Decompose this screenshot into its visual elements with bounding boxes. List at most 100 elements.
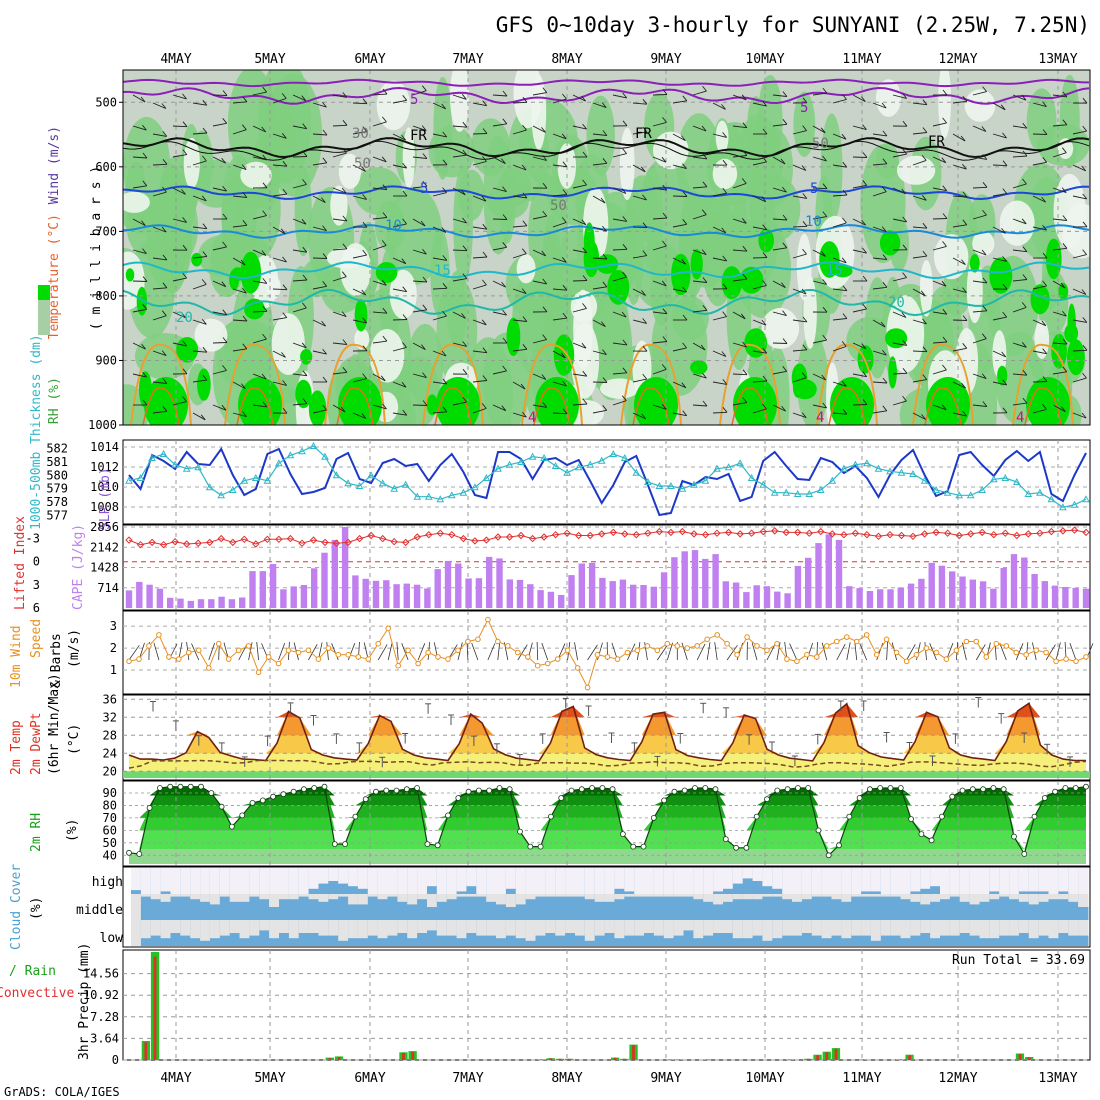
wind-barb-flag [842, 94, 847, 100]
rh-point [249, 800, 256, 806]
wind-barb-flag [960, 135, 966, 142]
precip-convective-bar [540, 1059, 543, 1060]
cloud-clear [407, 894, 418, 905]
cloud-cell [1068, 894, 1079, 920]
cloud-clear [288, 894, 300, 900]
thickness-point [713, 464, 721, 472]
wind-barb [312, 350, 327, 355]
wind-barb-flag [1042, 348, 1048, 354]
li-point [920, 530, 929, 538]
wind-barb-flag [801, 165, 807, 171]
cloud-cell [920, 894, 931, 920]
cloud-clear [890, 894, 902, 897]
cape-bar [712, 554, 719, 608]
wind-barb [592, 381, 608, 383]
wind-barb-flag [242, 287, 247, 294]
wind-speed-point [255, 669, 262, 676]
cape-bar [341, 527, 349, 608]
wind-speed-point [156, 632, 162, 638]
cape-bar [156, 588, 164, 608]
wind-barb [792, 319, 807, 323]
wind-barb [332, 94, 347, 98]
wind-barb-flag [262, 401, 268, 408]
wind-speed-point [644, 643, 651, 649]
cloud-clear [624, 920, 635, 936]
wind-barb [292, 307, 307, 313]
wind-barb-flag [741, 218, 747, 224]
cloud-clear [604, 894, 615, 902]
wind-barb [652, 156, 667, 163]
contour-label: 20 [176, 310, 193, 326]
cloud-clear [999, 920, 1010, 936]
wind-barb [952, 257, 966, 265]
wind-speed-point [495, 638, 501, 645]
wind-barb-flag [462, 368, 468, 375]
contour-label: 5 [420, 181, 428, 197]
rh-point [928, 837, 935, 844]
li-point [978, 528, 986, 537]
precip-convective-bar [807, 1058, 810, 1060]
wind-speed-point [1083, 654, 1089, 660]
wind-barb [1052, 280, 1066, 289]
cloud-clear [476, 894, 487, 897]
cloud-clear [200, 894, 211, 902]
rh-point [908, 816, 914, 822]
thickness-point [840, 464, 848, 472]
wind-barb [792, 412, 807, 419]
cloud-clear [535, 920, 546, 936]
wind-barb [612, 94, 627, 99]
cloud-cell [298, 894, 310, 920]
cloud-cell [900, 894, 911, 920]
wind-barb [912, 350, 928, 353]
wind-barb [452, 94, 467, 100]
cloud-clear [1028, 920, 1040, 939]
wind-barb-flag [482, 128, 488, 134]
wind-barb [952, 412, 967, 417]
wind-barb-flag [262, 333, 267, 340]
wind-barb-flag [541, 127, 546, 133]
contour-label: 4 [528, 410, 536, 426]
wind-barb [152, 163, 168, 166]
li-tick: 3 [33, 578, 40, 592]
cape-bar [866, 591, 874, 608]
li-point [194, 539, 202, 547]
wind-barb-flag [722, 379, 728, 385]
wind-barb [532, 125, 546, 133]
cloud-clear [1058, 894, 1069, 900]
wind-barb [272, 226, 286, 235]
precip-convective-bar [153, 956, 157, 1060]
wind-barb-flag [701, 209, 707, 215]
cloud-clear [841, 868, 852, 894]
wind-barb [812, 404, 827, 409]
wind-barb-flag [642, 318, 647, 324]
pressure-tick: 600 [95, 160, 117, 174]
wind-barb [1012, 279, 1027, 282]
wind-barb [792, 195, 807, 199]
cape-bar [558, 595, 565, 608]
wind-barb [272, 381, 287, 386]
wind-barb [212, 342, 228, 344]
wind-barb [412, 249, 427, 255]
wind-barb [972, 125, 987, 132]
cloud-clear [140, 894, 152, 897]
rh-point [1011, 833, 1017, 840]
wind-barb-flag [740, 313, 746, 320]
rh-point [578, 786, 585, 793]
wind-barb-flag [582, 275, 588, 281]
wind-barb-flag [722, 283, 728, 290]
wind-barb-flag [1061, 187, 1067, 193]
cape-bar [1082, 588, 1090, 608]
cloud-clear [693, 894, 704, 900]
wind-barb-flag [322, 281, 328, 287]
rh-point [650, 815, 657, 821]
thickness-tick: 577 [46, 508, 68, 522]
cloud-clear [890, 868, 902, 894]
cloud-clear [614, 894, 625, 900]
convection-contour [533, 387, 571, 425]
cloud-clear [870, 868, 882, 892]
wind-speed-point [844, 634, 850, 640]
wind-barb-flag [1062, 310, 1067, 317]
wind-barb-flag [642, 194, 647, 201]
pressure-tick: 900 [95, 353, 117, 367]
svg-text:RH (%) Temperature (°C: RH (%) Temperature (°C) Wind (m/s) [47, 126, 62, 424]
